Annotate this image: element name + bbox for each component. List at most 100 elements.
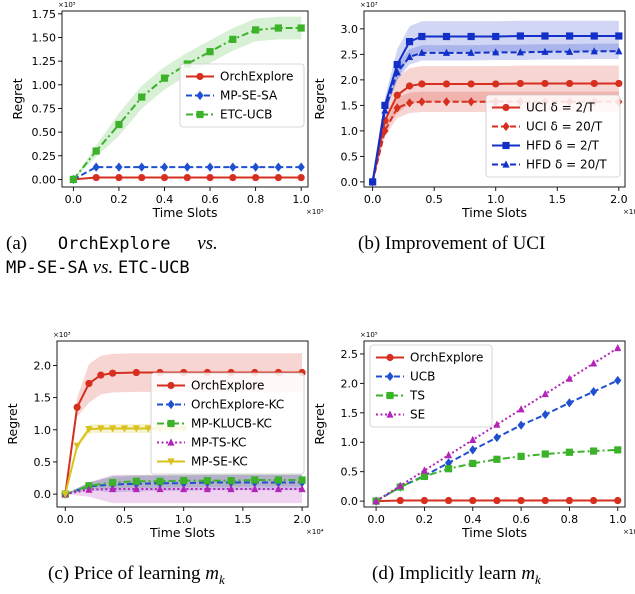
caption-a-orchexplore: OrchExplore [57, 234, 171, 254]
data-point [565, 79, 574, 88]
legend-label: MP-SE-KC [191, 455, 248, 469]
y-tick-label: 1.50 [32, 31, 57, 44]
y-axis-label: Regret [10, 78, 25, 119]
y-multiplier: ×10³ [53, 331, 71, 339]
data-point [418, 48, 426, 56]
x-tick-label: 0.0 [65, 193, 83, 206]
data-point [115, 120, 123, 129]
legend-marker [386, 391, 394, 400]
data-point [565, 398, 574, 408]
legend-marker [386, 410, 394, 418]
legend-label: MP-TS-KC [191, 436, 246, 450]
data-point [109, 369, 117, 377]
data-point [444, 496, 453, 505]
legend-marker [167, 381, 175, 390]
y-tick-label: 1.0 [341, 125, 359, 138]
series-0 [372, 496, 622, 505]
data-point [229, 173, 237, 182]
data-point [492, 48, 500, 56]
data-point [589, 387, 598, 397]
y-tick-label: 2.0 [34, 359, 52, 372]
legend: UCI δ = 2/T UCI δ = 20/T HFD δ = 2/T HFD δ … [485, 94, 621, 178]
x-axis-label: Time Slots [151, 205, 217, 220]
data-point [541, 47, 549, 55]
data-point [541, 79, 549, 88]
data-point [252, 173, 260, 182]
data-point [206, 48, 214, 56]
data-point [73, 442, 81, 450]
y-tick-label: 0.0 [34, 488, 52, 501]
data-point [469, 445, 477, 455]
legend-label: HFD δ = 20/T [526, 158, 607, 172]
caption-d-var: m [521, 563, 536, 584]
caption-c: (c) Price of learning mk [48, 562, 225, 592]
y-tick-label: 0.00 [32, 173, 57, 186]
data-point [138, 93, 146, 101]
caption-d: (d) Implicitly learn mk [372, 562, 541, 592]
data-point [85, 426, 93, 434]
x-tick-label: 0.0 [367, 513, 385, 526]
data-point [517, 405, 525, 413]
caption-c-sub: k [218, 571, 225, 587]
chart-c: 0.0 0.5 1.0 1.5 2.0 0.0 0.5 1.0 1.5 2.0 ×10³ ×10⁴ Ti… [5, 331, 324, 540]
y-tick-label: 1.5 [341, 99, 359, 112]
data-point [298, 484, 306, 493]
data-point [469, 435, 477, 443]
data-point [493, 496, 501, 505]
data-point [109, 425, 117, 433]
x-tick-label: 0.8 [561, 513, 579, 526]
legend-label: MP-KLUCB-KC [191, 417, 272, 431]
x-multiplier: ×10⁴ [623, 208, 635, 216]
x-tick-label: 2.0 [293, 513, 311, 526]
data-point [589, 496, 598, 505]
data-point [493, 432, 501, 443]
legend-label: ETC-UCB [220, 108, 272, 122]
legend-box [150, 372, 305, 475]
caption-d-sub: k [535, 571, 541, 587]
data-point [97, 425, 105, 433]
data-point [565, 374, 574, 382]
data-point [109, 478, 117, 487]
legend-marker [167, 399, 175, 410]
x-tick-label: 0.5 [425, 193, 443, 206]
y-tick-label: 2.5 [341, 48, 359, 61]
y-tick-label: 0.25 [32, 150, 57, 163]
caption-a-label: (a) [6, 233, 28, 254]
data-point [405, 52, 414, 61]
data-point [396, 496, 404, 505]
x-multiplier: ×10⁴ [306, 528, 324, 536]
data-point [516, 48, 524, 56]
legend-label: UCI δ = 20/T [526, 120, 603, 134]
legend-label: OrchExplore [410, 351, 483, 365]
data-point [541, 409, 549, 420]
data-point [138, 173, 146, 182]
caption-a-etcucb: ETC-UCB [117, 258, 190, 278]
data-point [420, 466, 429, 474]
legend-marker [167, 458, 175, 466]
legend-label: OrchExplore-KC [191, 398, 284, 412]
data-point [298, 476, 306, 484]
data-point [297, 24, 305, 32]
data-point [393, 103, 401, 113]
legend-label: UCI δ = 2/T [526, 101, 595, 115]
data-point [297, 162, 305, 172]
data-point [517, 420, 525, 430]
data-point [493, 455, 501, 463]
data-point [442, 97, 451, 107]
data-point [516, 32, 524, 40]
x-tick-label: 0.4 [156, 193, 174, 206]
legend-label: MP-SE-SA [220, 89, 278, 103]
data-point [69, 175, 77, 184]
y-axis-label: Regret [5, 403, 20, 444]
legend-marker [502, 160, 510, 168]
data-point [132, 368, 140, 377]
data-point [516, 79, 524, 88]
data-point [590, 32, 598, 40]
data-point [251, 476, 259, 484]
data-point [120, 425, 129, 433]
data-point [615, 47, 623, 55]
data-point [589, 447, 598, 455]
legend-marker [386, 353, 394, 362]
series-0 [69, 173, 305, 184]
data-point [132, 477, 140, 485]
